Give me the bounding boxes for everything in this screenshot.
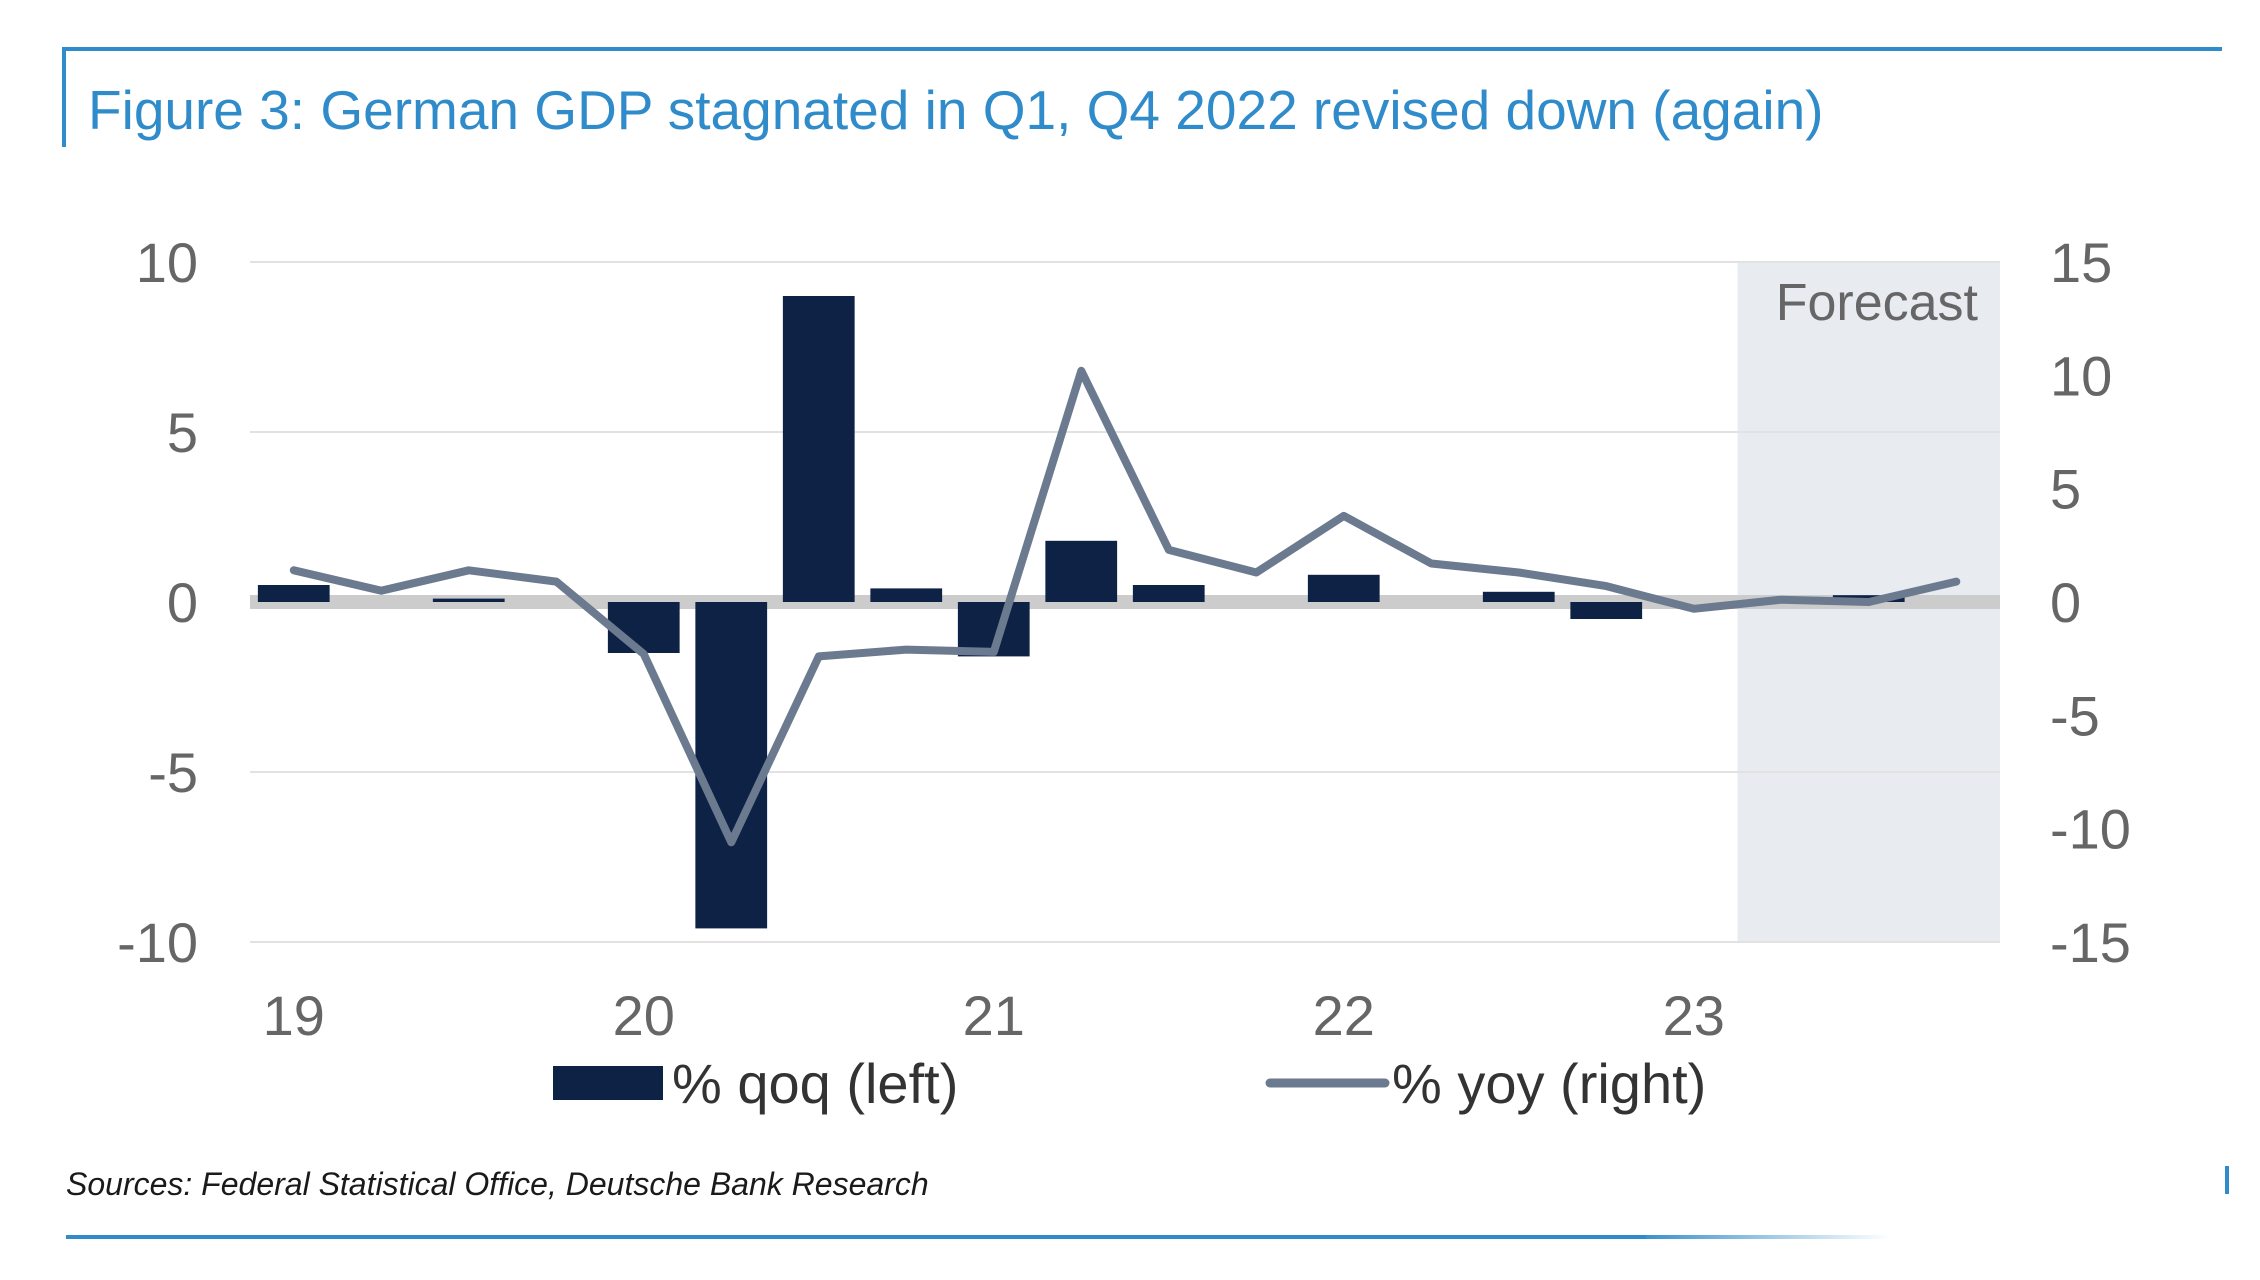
qoq-bar (1482, 591, 1555, 602)
chart-plot: Forecast 10 5 0 -5 -10 15 10 5 0 -5 -10 -15 19 20 21 22… (117, 231, 2131, 1115)
left-axis-tick-label: -5 (148, 741, 198, 804)
chart-title: Figure 3: German GDP stagnated in Q1, Q4… (88, 79, 1824, 141)
zero-line (250, 595, 2000, 609)
qoq-bar (1045, 540, 1118, 602)
right-axis-tick-label: 15 (2050, 231, 2112, 294)
legend-label-qoq: % qoq (left) (672, 1052, 958, 1115)
left-axis-tick-label: 10 (136, 231, 198, 294)
x-axis-tick-label: 23 (1663, 984, 1725, 1047)
edge-mark (2225, 1166, 2229, 1194)
left-axis-tick-label: 5 (167, 401, 198, 464)
right-axis-tick-label: 10 (2050, 344, 2112, 407)
x-axis-tick-label: 22 (1313, 984, 1375, 1047)
qoq-bar (1570, 602, 1643, 619)
forecast-label: Forecast (1776, 274, 1979, 332)
bottom-rule (66, 1235, 1646, 1239)
right-axis-tick-label: -5 (2050, 684, 2100, 747)
top-rule (62, 47, 2222, 51)
qoq-bar (782, 296, 855, 602)
qoq-bar (870, 588, 943, 602)
x-axis-tick-label: 20 (613, 984, 675, 1047)
qoq-bar (607, 602, 680, 653)
qoq-bar (257, 585, 330, 602)
title-accent-bar (62, 47, 66, 147)
sources-note: Sources: Federal Statistical Office, Deu… (66, 1166, 929, 1202)
right-axis-tick-label: 5 (2050, 458, 2081, 521)
yoy-line (289, 366, 1961, 847)
right-axis-tick-label: -15 (2050, 911, 2131, 974)
bottom-rule-fade (1630, 1235, 1890, 1239)
legend-label-yoy: % yoy (right) (1392, 1052, 1706, 1115)
x-axis-tick-label: 21 (963, 984, 1025, 1047)
qoq-bar (1307, 574, 1380, 602)
qoq-bar (1132, 585, 1205, 602)
left-axis-tick-label: -10 (117, 911, 198, 974)
qoq-bar (432, 598, 505, 602)
qoq-bar (695, 602, 768, 929)
left-axis-tick-label: 0 (167, 571, 198, 634)
right-axis-tick-label: 0 (2050, 571, 2081, 634)
x-axis-tick-label: 19 (263, 984, 325, 1047)
legend-swatch-qoq (553, 1066, 663, 1100)
right-axis-tick-label: -10 (2050, 798, 2131, 861)
